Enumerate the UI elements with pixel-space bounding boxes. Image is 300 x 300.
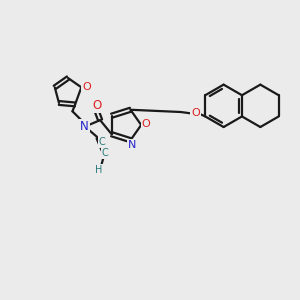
Text: O: O <box>191 108 200 118</box>
Text: H: H <box>95 165 102 175</box>
Text: O: O <box>142 119 151 129</box>
Text: C: C <box>102 148 109 158</box>
Text: N: N <box>128 140 136 150</box>
Text: C: C <box>98 137 105 147</box>
Text: O: O <box>82 82 91 92</box>
Text: O: O <box>92 99 101 112</box>
Text: N: N <box>80 119 88 133</box>
